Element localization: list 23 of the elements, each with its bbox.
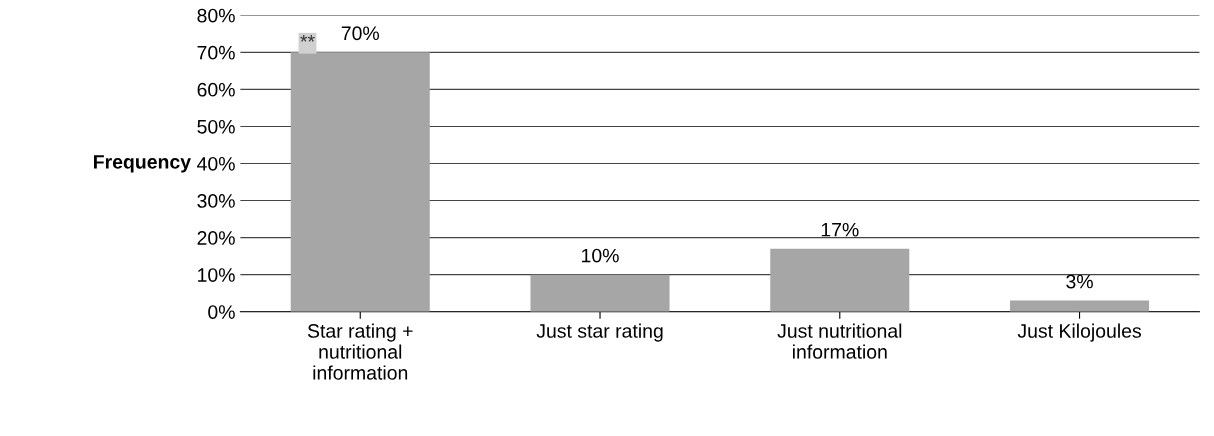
y-tick-label: 10% xyxy=(198,268,235,282)
data-label: 70% xyxy=(341,26,380,41)
bar xyxy=(770,248,910,312)
data-label: 10% xyxy=(582,248,619,263)
y-tick-label: 80% xyxy=(197,8,235,23)
y-tick-label: 50% xyxy=(197,119,235,134)
x-tick-label: Just Kilojoules xyxy=(1017,323,1141,342)
bar xyxy=(1010,300,1150,312)
x-tick-label: Just nutritional information xyxy=(777,323,902,359)
y-tick-label: 30% xyxy=(197,194,235,208)
y-axis-title: Frequency xyxy=(94,155,191,173)
y-tick-label: 70% xyxy=(197,45,235,60)
y-tick-label: 60% xyxy=(197,82,235,97)
bar xyxy=(530,274,670,312)
y-tick-label: 0% xyxy=(208,305,235,319)
y-tick-label: 40% xyxy=(197,156,235,171)
x-tick-label: Just star rating xyxy=(536,323,663,342)
x-tick-label: Star rating + nutritional information xyxy=(307,323,413,380)
bar xyxy=(290,52,430,312)
data-label: 17% xyxy=(821,222,859,237)
annotation: ** xyxy=(300,34,315,42)
y-tick-label: 20% xyxy=(197,231,235,245)
data-label: 3% xyxy=(1066,274,1093,289)
